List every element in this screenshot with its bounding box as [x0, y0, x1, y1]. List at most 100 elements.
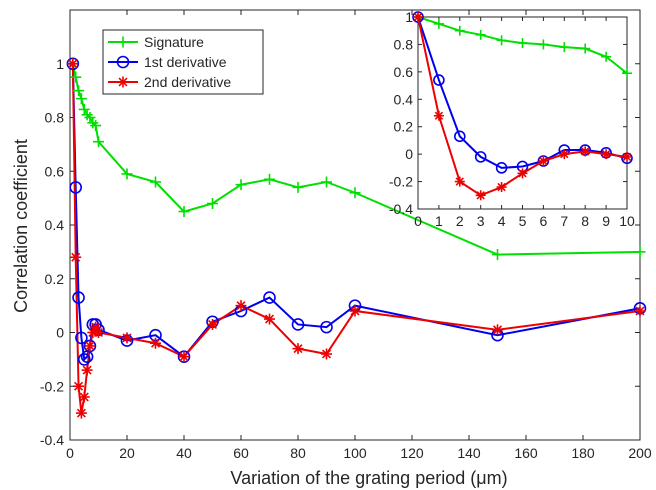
y-tick-label: 0.4 — [45, 217, 65, 233]
series-1-point — [75, 331, 88, 345]
x-tick-label: 20 — [119, 445, 135, 461]
inset-series-0-point — [433, 18, 444, 29]
series-0-point — [178, 206, 190, 218]
series-2-point — [178, 351, 190, 363]
series-0-point — [235, 179, 247, 191]
inset-series-2-point — [601, 149, 612, 160]
x-tick-label: 200 — [628, 445, 652, 461]
inset-y-tick-label: -0.2 — [389, 174, 413, 190]
x-tick-label: 140 — [457, 445, 481, 461]
series-0-point — [121, 168, 133, 180]
series-2-point — [321, 348, 332, 360]
series-0-point — [78, 103, 90, 115]
series-2-point — [78, 391, 90, 403]
series-0-point — [87, 117, 99, 129]
y-tick-label: -0.2 — [40, 378, 64, 394]
x-tick-label: 60 — [233, 445, 249, 461]
series-1-point — [263, 291, 276, 304]
inset-series-2-point — [622, 151, 632, 162]
inset-x-tick-label: 8 — [581, 213, 589, 229]
series-2-point — [235, 300, 247, 312]
x-tick-label: 40 — [176, 445, 192, 461]
series-0-point — [84, 112, 96, 123]
series-1-point — [320, 320, 333, 334]
inset-x-tick-label: 0 — [414, 213, 422, 229]
inset-series-2-point — [496, 182, 507, 193]
series-0-point — [90, 120, 102, 132]
inset-y-tick-label: 0.4 — [394, 91, 414, 107]
inset-series-0-point — [622, 68, 632, 79]
x-tick-label: 100 — [343, 445, 367, 461]
inset-x-tick-label: 9 — [602, 213, 610, 229]
inset-series-2-point — [454, 176, 465, 187]
inset-x-tick-label: 1 — [435, 213, 443, 229]
series-0-point — [73, 85, 85, 97]
inset-series-2-point — [433, 110, 444, 121]
inset-series-1-point — [453, 130, 466, 143]
x-axis-label: Variation of the grating period (μm) — [230, 468, 507, 488]
series-2-point — [84, 340, 96, 352]
inset-series-2-point — [475, 190, 486, 201]
series-0-point — [207, 198, 218, 209]
series-2-point — [264, 313, 275, 325]
series-2-point — [207, 318, 218, 330]
legend-label-0: Signature — [144, 34, 204, 50]
inset-x-tick-label: 6 — [540, 213, 548, 229]
series-1-point — [291, 318, 305, 331]
inset-x-tick-label: 7 — [560, 213, 568, 229]
inset-y-tick-label: 1 — [405, 9, 413, 25]
legend-marker-0 — [117, 36, 129, 48]
inset-series-0-point — [559, 42, 570, 53]
inset-series-0-point — [454, 25, 465, 36]
inset-x-tick-label: 10 — [619, 213, 635, 229]
inset-series-0-point — [496, 35, 507, 46]
series-1-point — [77, 353, 91, 366]
series-2-point — [93, 327, 104, 338]
inset-x-tick-label: 5 — [519, 213, 527, 229]
inset-series-0-point — [580, 43, 591, 54]
series-0-point — [492, 249, 503, 261]
legend: Signature 1st derivative 2nd derivative — [102, 29, 264, 95]
x-tick-label: 0 — [66, 445, 74, 461]
inset-series-2-point — [413, 12, 423, 22]
inset-x-tick-label: 4 — [498, 213, 506, 229]
series-0-point — [150, 176, 161, 188]
series-1-point — [72, 291, 85, 304]
series-0-point — [70, 71, 82, 83]
inset-series-1-point — [433, 74, 445, 86]
series-2-point — [150, 337, 161, 349]
series-2-point — [75, 407, 87, 419]
series-1-point — [69, 181, 82, 194]
x-tick-label: 80 — [290, 445, 306, 461]
y-tick-label: 0.6 — [45, 163, 65, 179]
series-0-point — [75, 93, 87, 105]
y-tick-label: 0.2 — [45, 271, 65, 287]
y-tick-label: 0 — [56, 325, 64, 341]
y-tick-label: 0.8 — [45, 110, 65, 126]
legend-label-2: 2nd derivative — [144, 74, 231, 90]
series-2-point — [121, 332, 133, 344]
inset-series-0-point — [517, 38, 528, 49]
x-tick-label: 160 — [514, 445, 538, 461]
inset-series-0-point — [475, 29, 486, 40]
series-0-point — [81, 109, 93, 121]
series-2-point — [73, 380, 85, 392]
inset-y-tick-label: -0.4 — [389, 201, 413, 217]
series-0-point — [349, 187, 361, 199]
series-0-point — [93, 136, 104, 148]
series-2-point — [634, 305, 646, 317]
inset-series-1-point — [495, 162, 508, 174]
inset-series-2-point — [538, 156, 549, 166]
y-tick-label: 1 — [56, 56, 64, 72]
legend-label-1: 1st derivative — [144, 54, 227, 70]
inset-series-0-point — [601, 51, 612, 62]
series-0-point — [264, 173, 275, 185]
series-0-point — [292, 181, 304, 193]
inset-tick-labels: 0 1 2 3 4 5 6 7 8 9 10-0.4-0.200.20.40.60.81 — [389, 9, 635, 229]
series-2-point — [70, 251, 82, 263]
main-series-layer — [66, 57, 647, 419]
inset-series-line-1 — [417, 16, 628, 169]
inset-series-layer — [412, 11, 633, 201]
y-tick-label: -0.4 — [40, 432, 64, 448]
